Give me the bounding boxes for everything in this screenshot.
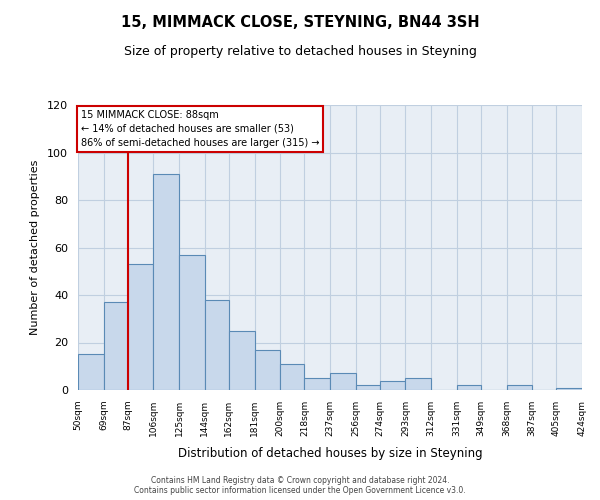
Bar bbox=[406, 378, 431, 390]
Bar bbox=[229, 330, 254, 390]
Bar bbox=[356, 385, 380, 390]
Bar bbox=[78, 354, 104, 390]
X-axis label: Distribution of detached houses by size in Steyning: Distribution of detached houses by size … bbox=[178, 447, 482, 460]
Text: 15 MIMMACK CLOSE: 88sqm
← 14% of detached houses are smaller (53)
86% of semi-de: 15 MIMMACK CLOSE: 88sqm ← 14% of detache… bbox=[80, 110, 319, 148]
Bar bbox=[205, 300, 229, 390]
Bar bbox=[280, 364, 304, 390]
Text: 15, MIMMACK CLOSE, STEYNING, BN44 3SH: 15, MIMMACK CLOSE, STEYNING, BN44 3SH bbox=[121, 15, 479, 30]
Y-axis label: Number of detached properties: Number of detached properties bbox=[30, 160, 40, 335]
Text: Size of property relative to detached houses in Steyning: Size of property relative to detached ho… bbox=[124, 45, 476, 58]
Bar bbox=[506, 385, 532, 390]
Bar bbox=[104, 302, 128, 390]
Bar bbox=[254, 350, 280, 390]
Bar bbox=[330, 374, 356, 390]
Bar bbox=[556, 388, 582, 390]
Bar bbox=[304, 378, 330, 390]
Bar bbox=[380, 380, 406, 390]
Text: Contains HM Land Registry data © Crown copyright and database right 2024.
Contai: Contains HM Land Registry data © Crown c… bbox=[134, 476, 466, 495]
Bar bbox=[457, 385, 481, 390]
Bar bbox=[128, 264, 154, 390]
Bar bbox=[179, 254, 205, 390]
Bar bbox=[154, 174, 179, 390]
